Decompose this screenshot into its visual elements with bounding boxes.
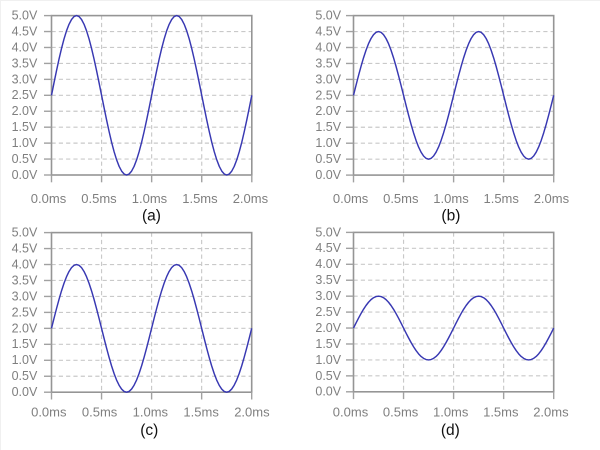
- svg-text:1.0ms: 1.0ms: [132, 191, 168, 206]
- svg-text:0.0V: 0.0V: [12, 385, 38, 399]
- svg-text:1.5V: 1.5V: [315, 337, 341, 351]
- svg-text:4.0V: 4.0V: [12, 40, 38, 54]
- svg-text:1.0ms: 1.0ms: [433, 405, 469, 420]
- svg-text:2.5V: 2.5V: [12, 305, 38, 319]
- svg-text:0.5ms: 0.5ms: [81, 191, 117, 206]
- svg-text:2.5V: 2.5V: [315, 88, 341, 102]
- svg-text:(a): (a): [142, 207, 161, 224]
- svg-text:4.0V: 4.0V: [12, 257, 38, 271]
- svg-text:1.5ms: 1.5ms: [183, 405, 219, 420]
- svg-text:(c): (c): [140, 422, 158, 439]
- svg-text:2.0ms: 2.0ms: [534, 191, 570, 206]
- svg-text:4.5V: 4.5V: [315, 241, 341, 255]
- svg-text:3.5V: 3.5V: [12, 273, 38, 287]
- svg-text:1.0ms: 1.0ms: [133, 405, 169, 420]
- svg-text:3.0V: 3.0V: [12, 289, 38, 303]
- svg-text:4.0V: 4.0V: [315, 40, 341, 54]
- svg-text:0.5ms: 0.5ms: [383, 191, 419, 206]
- svg-text:5.0V: 5.0V: [12, 9, 38, 23]
- svg-text:4.5V: 4.5V: [12, 241, 38, 255]
- svg-text:2.0ms: 2.0ms: [233, 191, 269, 206]
- svg-text:0.0ms: 0.0ms: [333, 191, 369, 206]
- svg-text:1.5V: 1.5V: [12, 120, 38, 134]
- svg-text:5.0V: 5.0V: [315, 225, 341, 239]
- svg-text:1.5ms: 1.5ms: [483, 405, 519, 420]
- svg-text:0.0V: 0.0V: [315, 385, 341, 399]
- svg-text:(d): (d): [441, 422, 460, 439]
- svg-text:2.5V: 2.5V: [315, 305, 341, 319]
- svg-text:0.5ms: 0.5ms: [383, 405, 419, 420]
- svg-text:2.0V: 2.0V: [12, 104, 38, 118]
- svg-text:0.5V: 0.5V: [12, 369, 38, 383]
- svg-text:1.5ms: 1.5ms: [182, 191, 218, 206]
- svg-text:1.5V: 1.5V: [315, 120, 341, 134]
- svg-text:1.0V: 1.0V: [12, 353, 38, 367]
- svg-text:2.0ms: 2.0ms: [234, 405, 270, 420]
- svg-text:3.0V: 3.0V: [315, 72, 341, 86]
- svg-text:0.5V: 0.5V: [315, 152, 341, 166]
- svg-text:0.5V: 0.5V: [12, 152, 38, 166]
- svg-text:1.0V: 1.0V: [315, 136, 341, 150]
- svg-text:4.5V: 4.5V: [12, 24, 38, 38]
- svg-text:3.0V: 3.0V: [12, 72, 38, 86]
- svg-text:2.5V: 2.5V: [12, 88, 38, 102]
- svg-text:3.0V: 3.0V: [315, 289, 341, 303]
- svg-text:2.0V: 2.0V: [315, 321, 341, 335]
- svg-text:4.0V: 4.0V: [315, 257, 341, 271]
- svg-text:0.0ms: 0.0ms: [333, 405, 369, 420]
- svg-text:1.5V: 1.5V: [12, 337, 38, 351]
- svg-text:3.5V: 3.5V: [315, 56, 341, 70]
- svg-text:(b): (b): [441, 207, 460, 224]
- svg-text:0.0V: 0.0V: [12, 168, 38, 182]
- svg-text:1.0V: 1.0V: [315, 353, 341, 367]
- svg-text:0.5ms: 0.5ms: [82, 405, 118, 420]
- svg-text:0.0ms: 0.0ms: [31, 191, 67, 206]
- svg-text:5.0V: 5.0V: [12, 226, 38, 240]
- svg-text:2.0V: 2.0V: [12, 321, 38, 335]
- svg-text:0.0ms: 0.0ms: [31, 405, 67, 420]
- svg-text:4.5V: 4.5V: [315, 24, 341, 38]
- svg-text:0.5V: 0.5V: [315, 369, 341, 383]
- svg-text:5.0V: 5.0V: [315, 9, 341, 23]
- svg-text:0.0V: 0.0V: [315, 168, 341, 182]
- svg-text:1.5ms: 1.5ms: [483, 191, 519, 206]
- svg-text:3.5V: 3.5V: [12, 56, 38, 70]
- svg-text:2.0ms: 2.0ms: [533, 405, 569, 420]
- svg-text:2.0V: 2.0V: [315, 104, 341, 118]
- svg-text:1.0V: 1.0V: [12, 136, 38, 150]
- svg-text:3.5V: 3.5V: [315, 273, 341, 287]
- svg-text:1.0ms: 1.0ms: [433, 191, 469, 206]
